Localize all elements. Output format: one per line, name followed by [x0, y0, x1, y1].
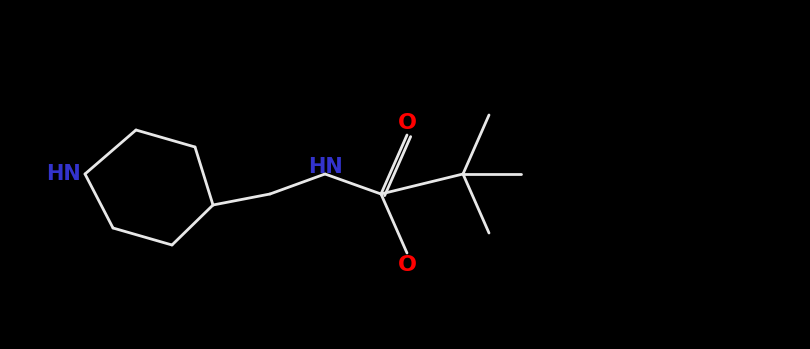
Text: HN: HN — [46, 164, 81, 184]
Text: O: O — [398, 255, 416, 275]
Text: HN: HN — [308, 157, 343, 177]
Text: O: O — [398, 113, 416, 133]
